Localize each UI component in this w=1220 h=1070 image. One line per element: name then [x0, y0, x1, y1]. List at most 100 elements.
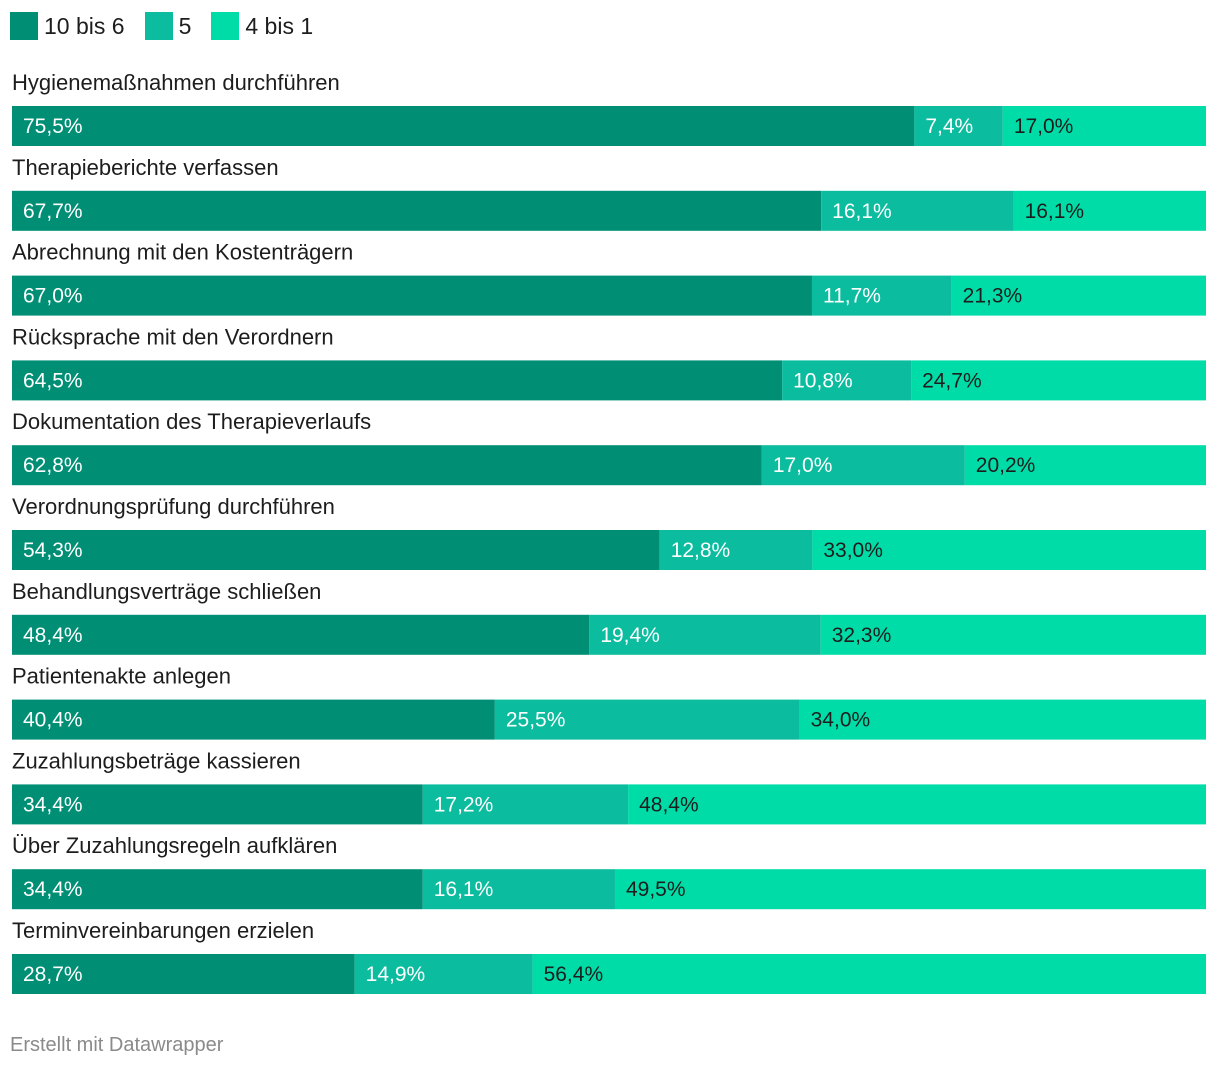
- bar-segment: [812, 530, 1206, 570]
- bar-row: Patientenakte anlegen 40,4% 25,5% 34,0%: [12, 664, 1206, 740]
- chart-legend: 10 bis 6 5 4 bis 1: [10, 12, 333, 40]
- category-label: Zuzahlungsbeträge kassieren: [12, 748, 301, 773]
- bar-row: Therapieberichte verfassen 67,7% 16,1% 16,1…: [12, 155, 1206, 231]
- bar-segment: [12, 784, 423, 825]
- data-label: 49,5%: [626, 878, 686, 901]
- data-label: 25,5%: [506, 709, 566, 732]
- bar-segment: [12, 530, 660, 570]
- legend-item-10-bis-6: 10 bis 6: [10, 12, 125, 40]
- legend-item-4-bis-1: 4 bis 1: [211, 12, 313, 40]
- data-label: 16,1%: [832, 200, 892, 223]
- bar-segment: [799, 699, 1206, 740]
- data-label: 34,4%: [23, 793, 83, 816]
- bar-segment: [1002, 106, 1206, 146]
- legend-swatch-5: [144, 12, 173, 40]
- category-label: Behandlungsverträge schließen: [12, 579, 321, 604]
- data-label: 34,0%: [811, 709, 871, 732]
- category-label: Hygienemaßnahmen durchführen: [12, 70, 340, 95]
- data-label: 75,5%: [23, 115, 83, 138]
- category-label: Dokumentation des Therapieverlaufs: [12, 409, 371, 434]
- data-label: 48,4%: [23, 624, 83, 647]
- bar-segment: [964, 445, 1206, 486]
- legend-swatch-10-bis-6: [10, 12, 38, 40]
- bar-segment: [12, 275, 812, 316]
- legend-label-5: 5: [178, 12, 192, 39]
- data-label: 56,4%: [544, 963, 604, 986]
- data-label: 17,0%: [773, 454, 833, 477]
- data-label: 16,1%: [1025, 200, 1085, 223]
- data-label: 54,3%: [23, 539, 83, 562]
- data-label: 33,0%: [823, 539, 883, 562]
- bar-segment: [628, 784, 1206, 825]
- bar-segment: [532, 954, 1206, 994]
- legend-label-4-bis-1: 4 bis 1: [245, 12, 314, 39]
- bar-segment: [12, 190, 822, 231]
- bar-segment: [12, 614, 590, 655]
- bar-row: Terminvereinbarungen erzielen 28,7% 14,9% 5…: [12, 918, 1206, 994]
- bar-segment: [12, 106, 915, 146]
- bar-row: Rücksprache mit den Verordnern 64,5% 10,8%…: [12, 324, 1206, 401]
- bar-segment: [820, 614, 1206, 655]
- bar-segment: [354, 954, 533, 994]
- data-label: 7,4%: [925, 115, 973, 138]
- data-label: 12,8%: [671, 539, 731, 562]
- bar-segment: [12, 869, 423, 910]
- data-label: 32,3%: [832, 624, 892, 647]
- bar-segment: [782, 360, 912, 401]
- bar-segment: [12, 445, 762, 486]
- data-label: 40,4%: [23, 709, 83, 732]
- bar-segment: [811, 275, 952, 316]
- category-label: Patientenakte anlegen: [12, 664, 231, 689]
- bar-row: Behandlungsverträge schließen 48,4% 19,4% 3…: [12, 579, 1206, 655]
- bar-row: Hygienemaßnahmen durchführen 75,5% 7,4% 17,…: [12, 70, 1206, 146]
- bar-segment: [12, 699, 495, 740]
- bar-segment: [761, 445, 965, 486]
- category-label: Terminvereinbarungen erzielen: [12, 918, 314, 943]
- bar-segment: [422, 869, 615, 910]
- bar-row: Abrechnung mit den Kostenträgern 67,0% 11,…: [12, 240, 1206, 316]
- data-label: 19,4%: [600, 624, 660, 647]
- bar-segment: [911, 360, 1206, 401]
- bar-segment: [422, 784, 629, 825]
- bar-row: Über Zuzahlungsregeln aufklären 34,4% 16,1…: [12, 833, 1206, 910]
- data-label: 28,7%: [23, 963, 83, 986]
- data-label: 67,0%: [23, 285, 83, 308]
- category-label: Therapieberichte verfassen: [12, 155, 279, 180]
- category-label: Verordnungsprüfung durchführen: [12, 494, 335, 519]
- bar-row: Verordnungsprüfung durchführen 54,3% 12,8%…: [12, 494, 1206, 570]
- data-label: 14,9%: [366, 963, 426, 986]
- bar-segment: [494, 699, 800, 740]
- data-label: 20,2%: [976, 454, 1036, 477]
- category-label: Abrechnung mit den Kostenträgern: [12, 240, 353, 265]
- data-label: 24,7%: [922, 369, 982, 392]
- footer-credit: Erstellt mit Datawrapper: [10, 1034, 224, 1056]
- data-label: 17,0%: [1014, 115, 1074, 138]
- data-label: 48,4%: [639, 793, 699, 816]
- data-label: 64,5%: [23, 369, 83, 392]
- bar-segment: [821, 190, 1014, 231]
- bar-segment: [614, 869, 1206, 910]
- bar-segment: [589, 614, 821, 655]
- legend-item-5: 5: [144, 12, 192, 40]
- data-label: 67,7%: [23, 200, 83, 223]
- bar-row: Zuzahlungsbeträge kassieren 34,4% 17,2% 48,…: [12, 748, 1206, 825]
- bar-segment: [951, 275, 1206, 316]
- bar-segment: [914, 106, 1003, 146]
- category-label: Über Zuzahlungsregeln aufklären: [12, 833, 337, 858]
- bar-row: Dokumentation des Therapieverlaufs 62,8% 1…: [12, 409, 1206, 486]
- data-label: 17,2%: [434, 793, 494, 816]
- data-label: 62,8%: [23, 454, 83, 477]
- bar-segment: [659, 530, 813, 570]
- bar-segment: [12, 954, 355, 994]
- legend-label-10-bis-6: 10 bis 6: [44, 12, 125, 39]
- category-label: Rücksprache mit den Verordnern: [12, 324, 334, 349]
- bar-segment: [12, 360, 783, 401]
- data-label: 21,3%: [963, 285, 1023, 308]
- legend-swatch-4-bis-1: [211, 12, 240, 40]
- data-label: 34,4%: [23, 878, 83, 901]
- data-label: 11,7%: [823, 285, 881, 308]
- data-label: 10,8%: [793, 369, 853, 392]
- bar-segment: [1013, 190, 1206, 231]
- data-label: 16,1%: [434, 878, 494, 901]
